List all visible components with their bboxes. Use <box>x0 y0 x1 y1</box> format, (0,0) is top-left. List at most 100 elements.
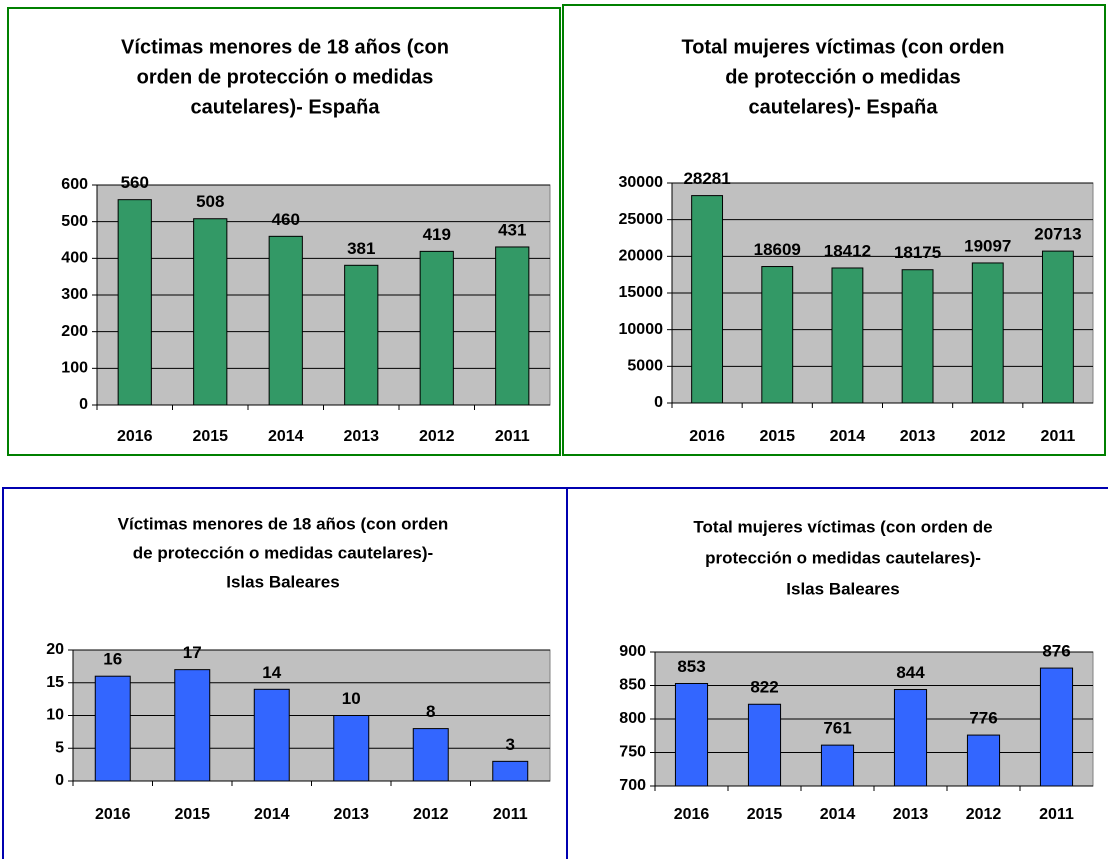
y-tick-label: 400 <box>61 250 88 267</box>
y-tick-label: 15 <box>46 674 64 691</box>
bar <box>495 246 530 406</box>
x-tick-label: 2014 <box>254 806 290 823</box>
bar <box>344 264 379 406</box>
data-label: 17 <box>183 643 202 662</box>
x-tick-label: 2012 <box>413 806 449 823</box>
chart-title: protección o medidas cautelares)- <box>705 548 981 567</box>
x-tick-label: 2013 <box>893 806 929 823</box>
data-label: 14 <box>262 663 281 682</box>
data-label: 508 <box>196 192 224 211</box>
data-label: 18412 <box>824 241 871 260</box>
chart-title: Víctimas menores de 18 años (con <box>121 36 449 58</box>
bar <box>492 760 529 782</box>
bar <box>820 744 855 787</box>
x-tick-label: 2015 <box>174 806 210 823</box>
panel-border <box>7 7 561 456</box>
bar <box>966 734 1001 787</box>
data-label: 419 <box>423 225 451 244</box>
y-tick-label: 800 <box>619 710 646 727</box>
chart-title: Islas Baleares <box>786 579 899 598</box>
data-label: 776 <box>969 709 997 728</box>
bar <box>831 267 864 404</box>
y-tick-label: 0 <box>55 772 64 789</box>
bar <box>1039 667 1074 787</box>
bar <box>268 235 303 406</box>
x-tick-label: 2013 <box>333 806 369 823</box>
y-tick-label: 100 <box>61 360 88 377</box>
bar <box>94 675 131 782</box>
bar <box>674 682 709 787</box>
x-tick-label: 2014 <box>268 428 304 445</box>
x-tick-label: 2013 <box>900 428 936 445</box>
x-tick-label: 2012 <box>966 806 1002 823</box>
y-tick-label: 850 <box>619 677 646 694</box>
data-label: 853 <box>677 657 705 676</box>
chart-title: de protección o medidas cautelares)- <box>133 543 433 562</box>
chart-title: cautelares)- España <box>749 96 939 118</box>
chart-title: Total mujeres víctimas (con orden <box>681 36 1004 58</box>
data-label: 431 <box>498 220 526 239</box>
chart-title: Islas Baleares <box>226 572 339 591</box>
y-tick-label: 20000 <box>619 248 664 265</box>
y-tick-label: 25000 <box>619 211 664 228</box>
y-tick-label: 750 <box>619 744 646 761</box>
y-tick-label: 700 <box>619 777 646 794</box>
bar <box>691 195 724 404</box>
y-tick-label: 200 <box>61 323 88 340</box>
y-tick-label: 0 <box>654 394 663 411</box>
x-tick-label: 2015 <box>747 806 783 823</box>
data-label: 18175 <box>894 243 941 262</box>
y-tick-label: 5 <box>55 739 64 756</box>
data-label: 844 <box>896 663 925 682</box>
x-tick-label: 2011 <box>495 428 530 445</box>
bar <box>1041 250 1074 404</box>
x-tick-label: 2011 <box>1039 806 1074 823</box>
data-label: 18609 <box>754 240 801 259</box>
data-label: 3 <box>506 735 515 754</box>
y-tick-label: 0 <box>79 396 88 413</box>
y-tick-label: 900 <box>619 643 646 660</box>
y-tick-label: 500 <box>61 213 88 230</box>
x-tick-label: 2015 <box>192 428 228 445</box>
bar <box>333 715 370 782</box>
x-tick-label: 2012 <box>419 428 455 445</box>
y-tick-label: 5000 <box>627 358 663 375</box>
data-label: 20713 <box>1034 225 1081 244</box>
chart-title: cautelares)- España <box>191 96 381 118</box>
chart-title: de protección o medidas <box>725 66 961 88</box>
data-label: 761 <box>823 719 851 738</box>
y-tick-label: 300 <box>61 286 88 303</box>
y-tick-label: 10000 <box>619 321 664 338</box>
bar <box>419 250 454 406</box>
y-tick-label: 30000 <box>619 174 664 191</box>
data-label: 460 <box>272 210 300 229</box>
bar <box>117 199 152 406</box>
bar <box>893 689 928 787</box>
x-tick-label: 2014 <box>830 428 866 445</box>
data-label: 28281 <box>683 169 730 188</box>
x-tick-label: 2016 <box>95 806 131 823</box>
bar <box>412 728 449 782</box>
bar <box>253 688 290 782</box>
panel-border <box>562 4 1106 456</box>
data-label: 16 <box>103 650 122 669</box>
x-tick-label: 2016 <box>674 806 710 823</box>
x-tick-label: 2016 <box>689 428 725 445</box>
x-tick-label: 2014 <box>820 806 856 823</box>
bar <box>747 703 782 787</box>
y-tick-label: 20 <box>46 641 64 658</box>
y-tick-label: 10 <box>46 707 64 724</box>
bar <box>971 262 1004 404</box>
x-tick-label: 2011 <box>1041 428 1076 445</box>
chart-title: Víctimas menores de 18 años (con orden <box>118 514 449 533</box>
data-label: 381 <box>347 239 375 258</box>
x-tick-label: 2012 <box>970 428 1006 445</box>
x-tick-label: 2015 <box>759 428 795 445</box>
bar <box>761 266 794 404</box>
bar <box>174 669 211 782</box>
data-label: 876 <box>1042 642 1070 661</box>
bar <box>193 218 228 406</box>
data-label: 560 <box>121 173 149 192</box>
data-label: 822 <box>750 678 778 697</box>
